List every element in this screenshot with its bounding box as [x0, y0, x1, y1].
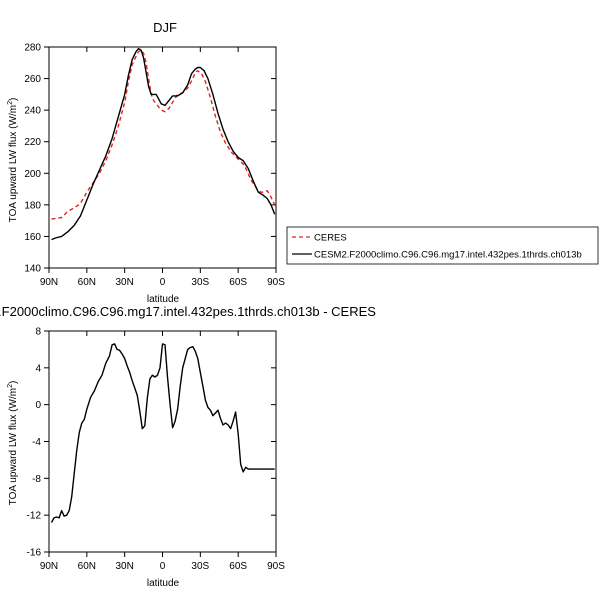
bottom-plot-frame — [48, 330, 277, 553]
legend: CERES CESM2.F2000climo.C96.C96.mg17.inte… — [286, 226, 599, 265]
bottom-x-tick-label: 90N — [40, 561, 58, 572]
bottom-series-line-diff — [50, 343, 275, 523]
top-y-tick-label: 140 — [24, 264, 41, 275]
bottom-x-tick-label: 60N — [78, 561, 96, 572]
bottom-y-tick-label: 4 — [35, 363, 41, 374]
bottom-y-axis-title-main: TOA upward LW flux (W/m — [8, 388, 19, 505]
bottom-y-tick-label: 8 — [35, 327, 41, 338]
bottom-y-tick-label: -8 — [32, 474, 41, 485]
bottom-y-axis-title-sup: 2 — [7, 384, 14, 388]
bottom-x-axis-title: latitude — [147, 578, 180, 589]
legend-frame — [286, 226, 599, 265]
bottom-y-axis-title-tail: ) — [8, 381, 19, 384]
top-chart-title: DJF — [153, 20, 177, 35]
top-y-axis-title: TOA upward LW flux (W/m2) — [7, 98, 19, 223]
top-y-tick-label: 280 — [24, 43, 41, 54]
top-x-tick-label: 60N — [78, 277, 96, 288]
top-y-tick-label: 220 — [24, 137, 41, 148]
top-x-axis-title: latitude — [147, 294, 180, 305]
top-x-tick-label: 90S — [267, 277, 285, 288]
top-x-tick-label: 90N — [40, 277, 58, 288]
legend-label-cesm2: CESM2.F2000climo.C96.C96.mg17.intel.432p… — [314, 250, 582, 261]
legend-label-ceres: CERES — [314, 233, 347, 244]
bottom-y-tick-label: -4 — [32, 437, 41, 448]
top-y-axis-title-tail: ) — [8, 98, 19, 101]
bottom-y-axis-title: TOA upward LW flux (W/m2) — [7, 381, 19, 506]
bottom-series-lines — [50, 343, 275, 523]
top-series-lines — [51, 47, 276, 241]
bottom-x-tick-label: 60S — [229, 561, 247, 572]
bottom-y-tick-label: -12 — [27, 511, 42, 522]
top-y-tick-label: 240 — [24, 106, 41, 117]
top-panel: DJF 90N 60N 30N 0 30S 60S 90S 140 160 180 200 220 24… — [7, 20, 285, 305]
top-y-axis-title-main: TOA upward LW flux (W/m — [8, 105, 19, 222]
top-y-axis-title-sup: 2 — [7, 101, 14, 105]
top-series-line-ceres — [51, 49, 276, 220]
top-series-line-cesm2 — [51, 47, 276, 241]
top-y-tick-label: 180 — [24, 200, 41, 211]
top-y-tick-label: 160 — [24, 232, 41, 243]
bottom-y-tick-label: 0 — [35, 400, 41, 411]
top-plot-frame — [48, 46, 277, 269]
bottom-x-tick-label: 30S — [191, 561, 209, 572]
bottom-x-tick-label: 30N — [115, 561, 133, 572]
bottom-x-tick-label: 0 — [160, 561, 166, 572]
top-y-tick-label: 200 — [24, 169, 41, 180]
top-x-tick-label: 30N — [115, 277, 133, 288]
bottom-x-tick-label: 90S — [267, 561, 285, 572]
top-y-tick-label: 260 — [24, 74, 41, 85]
bottom-y-tick-label: -16 — [27, 548, 42, 559]
top-x-tick-label: 60S — [229, 277, 247, 288]
bottom-panel: .F2000climo.C96.C96.mg17.intel.432pes.1t… — [0, 304, 376, 589]
top-x-tick-label: 0 — [160, 277, 166, 288]
bottom-axis-ticks: 90N 60N 30N 0 30S 60S 90S -16 -12 -8 -4 0 4 8 — [27, 327, 286, 573]
top-axis-ticks: 90N 60N 30N 0 30S 60S 90S 140 160 180 200 220 240 260… — [24, 43, 285, 289]
top-x-tick-label: 30S — [191, 277, 209, 288]
bottom-chart-title: .F2000climo.C96.C96.mg17.intel.432pes.1t… — [0, 304, 376, 319]
